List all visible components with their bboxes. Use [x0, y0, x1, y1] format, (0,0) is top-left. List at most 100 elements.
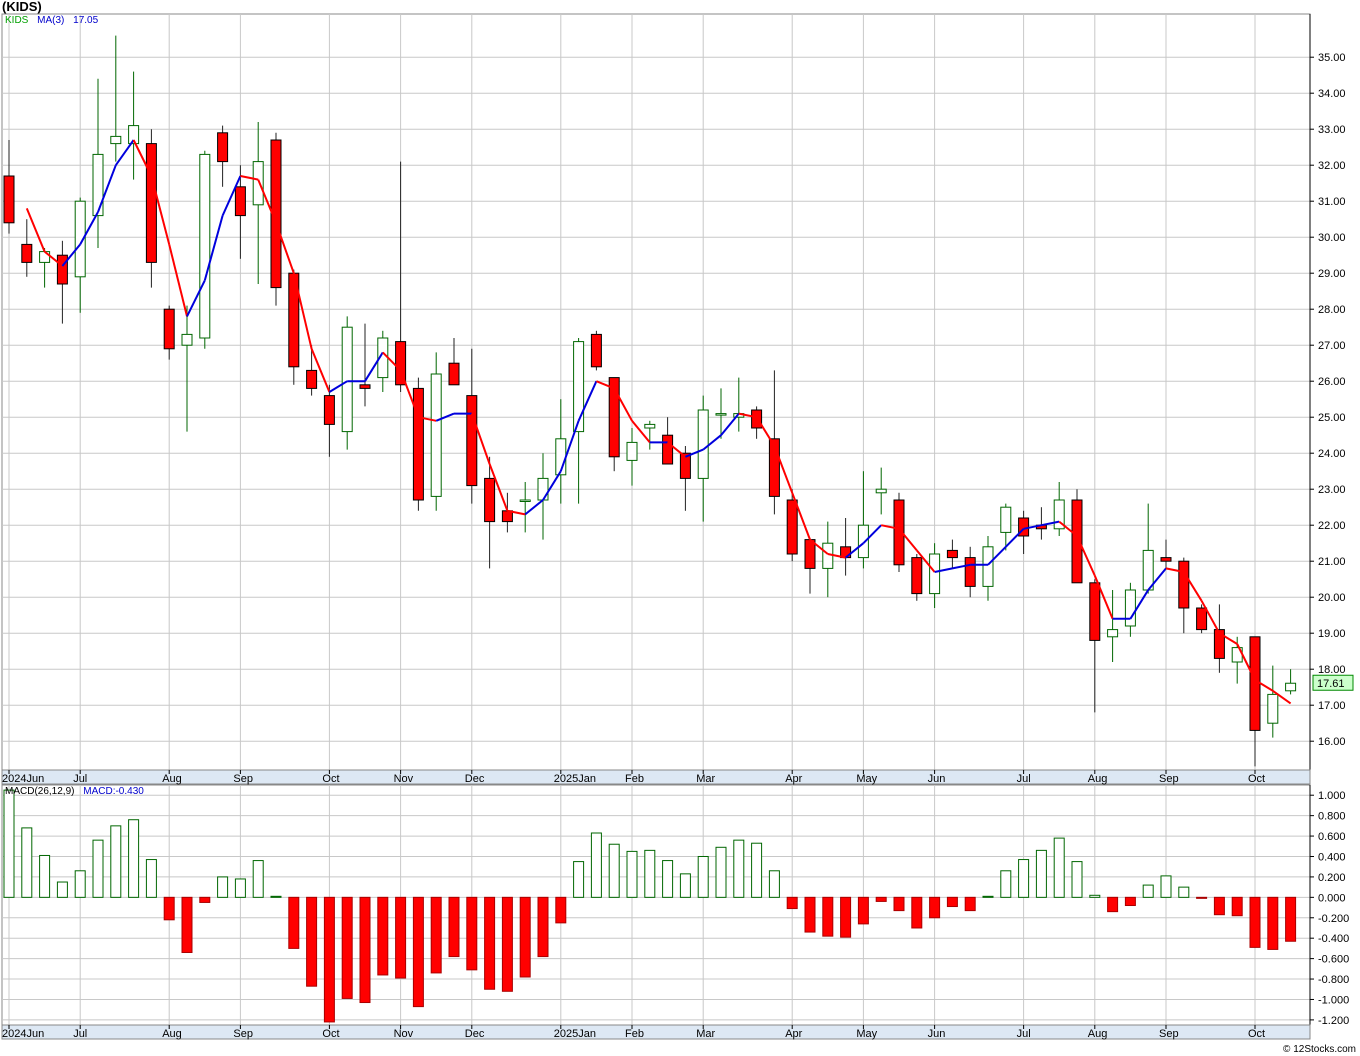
chart-title: (KIDS)	[2, 0, 42, 14]
macd-bar	[412, 896, 424, 1008]
date-label: 2025Jan	[554, 1028, 596, 1040]
candle-body	[448, 362, 460, 386]
candle-body	[1000, 506, 1012, 533]
macd-frame	[1, 784, 1311, 1026]
ma3-segment	[1023, 524, 1042, 530]
ma3-segment	[1129, 589, 1150, 620]
macd-bar	[92, 839, 104, 898]
macd-bar	[1196, 896, 1208, 899]
ma3-segment	[418, 416, 437, 422]
candle-body	[911, 557, 923, 595]
candle-body	[679, 452, 691, 479]
macd-bar	[1142, 884, 1154, 898]
candle-body	[359, 384, 371, 389]
ma3-segment	[791, 492, 811, 540]
ma3-segment	[577, 380, 598, 422]
macd-tick-label: 1.000	[1318, 790, 1346, 802]
date-label: Mar	[696, 773, 715, 785]
ma3-segment	[186, 279, 206, 317]
macd-bar	[217, 876, 229, 898]
ma3-segment	[613, 387, 633, 422]
candle-body	[644, 423, 656, 429]
macd-legend: MACD(26,12,9) MACD:-0.430	[5, 786, 144, 797]
candle-body	[929, 553, 941, 595]
ma3-segment	[827, 553, 846, 559]
macd-bar	[395, 896, 407, 979]
date-label: Jul	[1017, 1028, 1031, 1040]
macd-bar	[484, 896, 496, 990]
macd-bar	[555, 896, 567, 924]
date-label: 2024Jun	[2, 1028, 44, 1040]
macd-bar	[857, 896, 869, 925]
ma3-segment	[150, 175, 171, 245]
price-tick-label: 16.00	[1318, 736, 1346, 748]
macd-bar	[519, 896, 531, 978]
ma3-segment	[898, 528, 918, 552]
macd-bar	[644, 849, 656, 898]
date-label: Oct	[322, 773, 339, 785]
date-label: Feb	[625, 773, 644, 785]
price-tick-label: 18.00	[1318, 664, 1346, 676]
date-label: Apr	[785, 773, 802, 785]
macd-bar	[270, 895, 282, 898]
macd-bar	[840, 896, 852, 938]
legend-ma-label: MA(3)	[37, 15, 65, 26]
macd-bar	[875, 896, 887, 902]
macd-bar	[893, 896, 905, 912]
macd-bar	[733, 839, 745, 898]
price-tick-label: 31.00	[1318, 196, 1346, 208]
candle-body	[145, 143, 157, 263]
macd-bar	[145, 859, 157, 898]
date-label: Jul	[73, 1028, 87, 1040]
candle-body	[697, 409, 709, 479]
price-tick-label: 21.00	[1318, 556, 1346, 568]
candle-body	[1124, 589, 1136, 627]
ma3-segment	[631, 420, 651, 444]
macd-bar	[1124, 896, 1136, 907]
price-tick-label: 23.00	[1318, 484, 1346, 496]
ma3-segment	[666, 441, 687, 458]
macd-tick-label: 0.200	[1318, 872, 1346, 884]
macd-bar	[39, 854, 51, 898]
candle-body	[1178, 560, 1190, 609]
candle-body	[893, 499, 905, 566]
candle-body	[804, 539, 816, 569]
macd-bar	[786, 896, 798, 910]
macd-bar	[1071, 861, 1083, 898]
date-label: Jun	[928, 1028, 946, 1040]
candle-body	[662, 434, 674, 465]
macd-bar	[74, 870, 86, 898]
ma3-segment	[399, 370, 420, 418]
macd-tick-label: 0.800	[1318, 811, 1346, 823]
macd-bar	[1000, 870, 1012, 898]
ma3-segment	[43, 250, 64, 267]
date-label: Sep	[233, 773, 253, 785]
ma3-segment	[862, 524, 882, 544]
date-label: Apr	[785, 1028, 802, 1040]
candle-body	[306, 369, 318, 389]
ma3-segment	[542, 470, 562, 501]
candle-body	[56, 254, 68, 285]
candle-body	[323, 395, 335, 425]
candle-body	[181, 333, 193, 346]
ma3-segment	[435, 412, 455, 422]
macd-bar	[288, 896, 300, 949]
macd-bar	[56, 881, 68, 898]
ma3-segment	[809, 538, 829, 555]
macd-tick-label: 0.600	[1318, 831, 1346, 843]
candle-body	[1160, 557, 1172, 562]
candle-body	[484, 477, 496, 523]
price-tick-label: 29.00	[1318, 268, 1346, 280]
legend-macd-label: MACD(26,12,9)	[5, 786, 75, 797]
price-tick-label: 28.00	[1318, 304, 1346, 316]
ma3-segment	[328, 380, 348, 393]
legend-ma-value: 17.05	[73, 15, 99, 26]
macd-bar	[982, 895, 994, 898]
gridlines	[1, 13, 1311, 1026]
macd-tick-label: 0.000	[1318, 892, 1346, 904]
candle-body	[1213, 629, 1225, 659]
candle-body	[857, 524, 869, 559]
date-label: Aug	[162, 773, 182, 785]
date-label: Oct	[322, 1028, 339, 1040]
ma3-segment	[1058, 520, 1078, 537]
